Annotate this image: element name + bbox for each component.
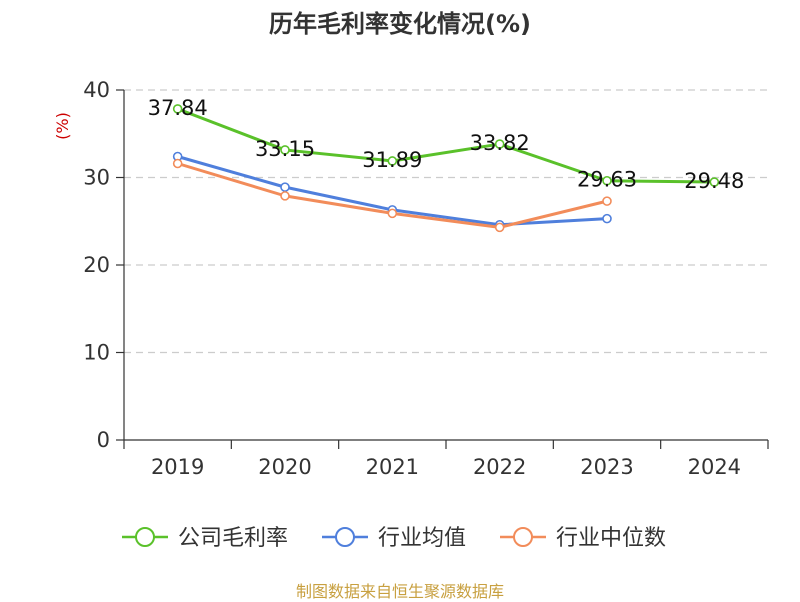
y-axis-unit-label: (%) bbox=[53, 112, 72, 140]
chart-title: 历年毛利率变化情况(%) bbox=[269, 10, 531, 38]
series-2 bbox=[172, 158, 612, 233]
series-0 bbox=[172, 104, 720, 187]
legend-label: 行业均值 bbox=[378, 526, 466, 551]
x-tick-label: 2019 bbox=[151, 455, 204, 479]
x-tick-label: 2023 bbox=[580, 455, 633, 479]
y-tick-label: 10 bbox=[83, 341, 110, 365]
data-point bbox=[494, 139, 505, 149]
axes: 0 10 20 30 40 2019 2020 2021 2022 2023 2024 bbox=[83, 78, 769, 479]
data-label: 31.89 bbox=[362, 148, 422, 172]
y-tick-label: 20 bbox=[83, 253, 110, 277]
series-layer bbox=[172, 104, 720, 233]
y-tick-label: 30 bbox=[83, 166, 110, 190]
data-point bbox=[172, 104, 183, 114]
source-note: 制图数据来自恒生聚源数据库 bbox=[295, 582, 504, 601]
data-label: 29.63 bbox=[577, 168, 637, 192]
legend: 公司毛利率 行业均值 行业中位数 bbox=[122, 526, 666, 551]
x-tick-label: 2024 bbox=[688, 455, 741, 479]
data-point bbox=[172, 158, 183, 169]
legend-label: 行业中位数 bbox=[556, 526, 666, 551]
legend-item-0: 公司毛利率 bbox=[122, 526, 288, 551]
x-tick-label: 2021 bbox=[366, 455, 419, 479]
legend-swatch-circle bbox=[335, 527, 355, 547]
data-point bbox=[602, 213, 612, 224]
data-labels: 37.84 33.15 31.89 33.82 29.63 29.48 bbox=[148, 96, 745, 193]
data-point bbox=[280, 182, 290, 192]
series-line bbox=[177, 107, 715, 184]
data-label: 29.48 bbox=[684, 169, 744, 193]
data-point bbox=[280, 145, 290, 155]
data-label: 33.15 bbox=[255, 137, 315, 161]
data-point bbox=[280, 191, 290, 201]
data-point bbox=[602, 175, 612, 186]
x-tick-label: 2022 bbox=[473, 455, 526, 479]
data-point bbox=[602, 196, 612, 206]
legend-item-2: 行业中位数 bbox=[500, 526, 666, 551]
data-point bbox=[387, 156, 398, 166]
legend-swatch-circle bbox=[513, 527, 533, 547]
data-label: 33.82 bbox=[470, 131, 530, 155]
data-label: 37.84 bbox=[148, 96, 208, 120]
y-tick-label: 0 bbox=[97, 428, 110, 452]
x-tick-label: 2020 bbox=[258, 455, 311, 479]
data-point bbox=[387, 208, 398, 219]
legend-swatch-circle bbox=[135, 527, 155, 547]
data-point bbox=[709, 177, 720, 187]
legend-item-1: 行业均值 bbox=[322, 526, 466, 551]
legend-label: 公司毛利率 bbox=[178, 526, 288, 551]
y-tick-label: 40 bbox=[83, 78, 110, 102]
data-point bbox=[494, 222, 505, 233]
